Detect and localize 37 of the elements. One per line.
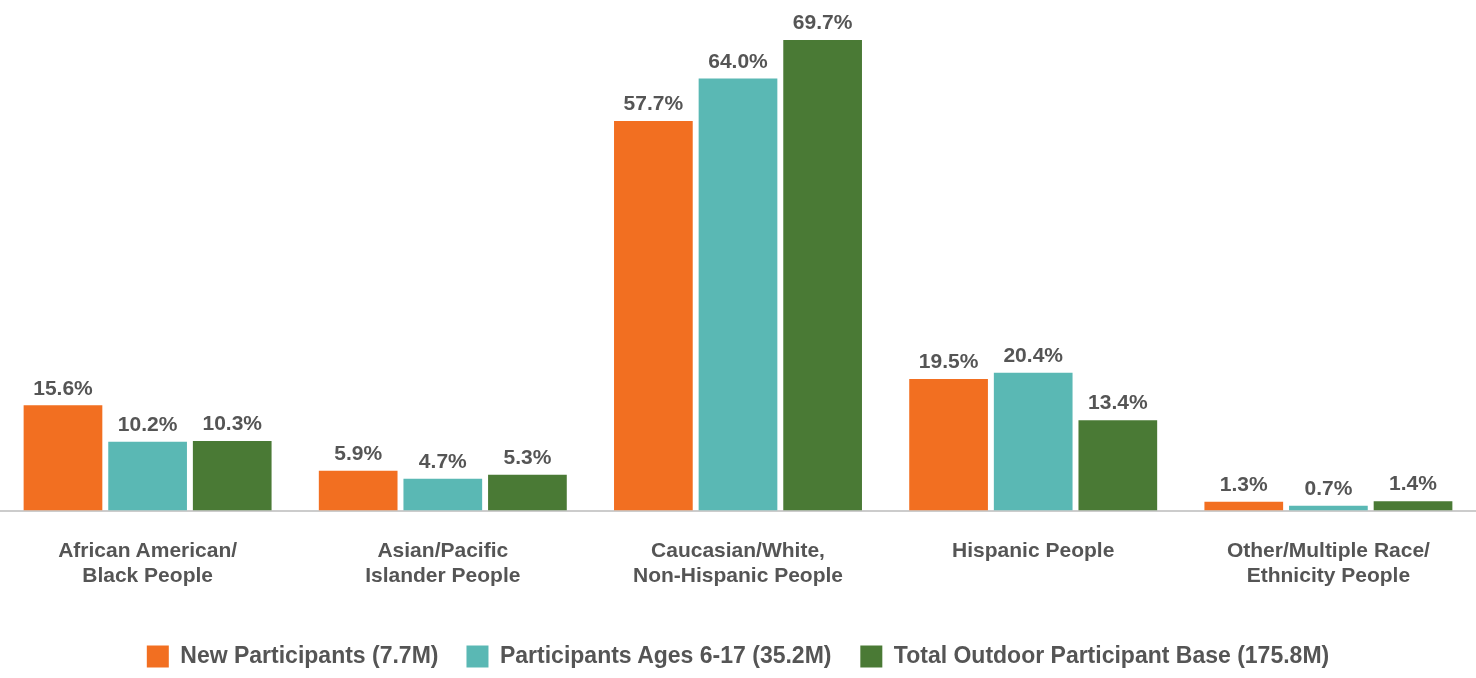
bar	[909, 378, 988, 511]
bar	[192, 441, 272, 511]
data-label: 19.5%	[918, 349, 979, 373]
data-label: 5.9%	[334, 441, 383, 465]
bar	[403, 478, 483, 511]
bar	[23, 405, 103, 511]
data-label: 4.7%	[418, 449, 468, 473]
x-tick-label: African American/ Black People	[58, 538, 238, 587]
legend-label: Total Outdoor Participant Base (175.8M)	[893, 641, 1330, 668]
data-label: 10.2%	[117, 412, 178, 436]
x-tick-label: Caucasian/White, Non-Hispanic People	[632, 538, 844, 587]
bar	[318, 470, 398, 511]
bar	[1373, 501, 1453, 511]
legend-label: Participants Ages 6-17 (35.2M)	[499, 641, 832, 668]
bar	[1078, 420, 1158, 511]
legend-label: New Participants (7.7M)	[180, 641, 439, 668]
x-tick-label: Asian/Pacific Islander People	[365, 538, 521, 587]
data-label: 15.6%	[33, 375, 94, 399]
data-label: 5.3%	[503, 445, 552, 469]
data-label: 1.4%	[1389, 471, 1438, 495]
data-label: 20.4%	[1003, 343, 1064, 367]
data-label: 69.7%	[792, 10, 853, 34]
bar	[783, 40, 862, 511]
bar	[1204, 501, 1284, 511]
bar	[614, 121, 693, 511]
data-label: 0.7%	[1304, 476, 1353, 500]
bar	[108, 441, 187, 511]
data-label: 13.4%	[1088, 390, 1148, 414]
data-label: 10.3%	[202, 411, 263, 435]
bar	[488, 474, 567, 511]
bar	[698, 78, 778, 511]
x-tick-label: Hispanic People	[952, 538, 1115, 561]
data-label: 1.3%	[1219, 472, 1269, 496]
data-label: 57.7%	[623, 91, 684, 115]
x-tick-label: Other/Multiple Race/ Ethnicity People	[1226, 538, 1431, 587]
bar	[993, 372, 1073, 511]
data-label: 64.0%	[708, 48, 769, 72]
